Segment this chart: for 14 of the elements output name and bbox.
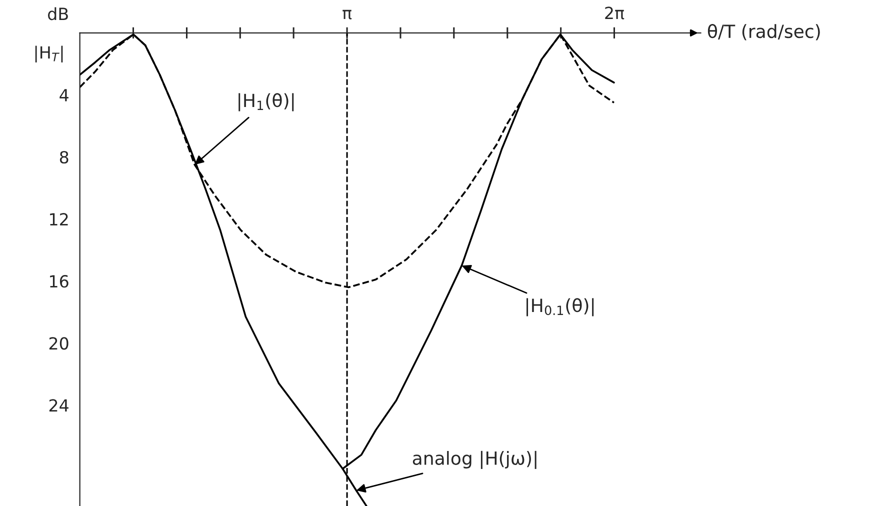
- annotation: |H$_{0.1}$(θ)|: [526, 298, 594, 316]
- y-tick-label: 8: [60, 150, 68, 164]
- annotation: |H$_{1}$(θ)|: [238, 93, 294, 112]
- text: |H$_{T}$|: [35, 46, 63, 62]
- x-tick-label: 2π: [605, 6, 624, 20]
- y-tick-label: 24: [49, 399, 68, 412]
- y-tick-label: 20: [49, 337, 68, 350]
- y-tick-label: 16: [50, 275, 68, 288]
- x-axis-title: θ/T (rad/sec): [708, 24, 820, 40]
- y-tick-label: 12: [50, 212, 68, 226]
- y-axis-title: dB: [48, 7, 68, 20]
- annotation: analog |H(jω)|: [412, 450, 536, 469]
- x-tick-label: π: [342, 10, 352, 20]
- y-tick-label: 4: [60, 89, 68, 102]
